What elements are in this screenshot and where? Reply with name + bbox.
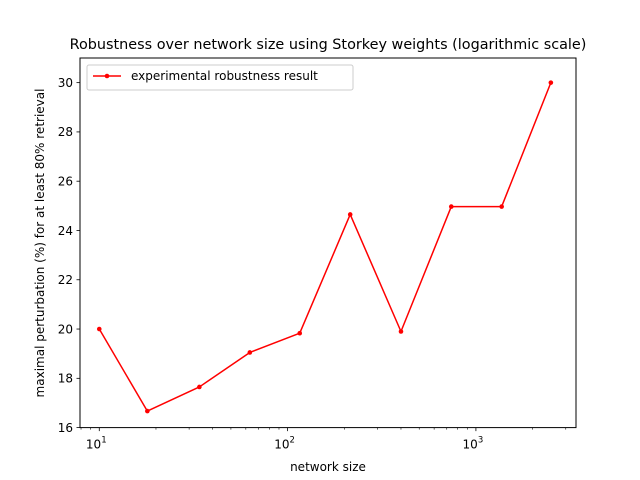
data-point xyxy=(448,204,454,209)
x-axis: 101 102 103 xyxy=(80,427,567,452)
y-tick-label: 16 xyxy=(58,421,73,435)
legend: experimental robustness result xyxy=(86,64,354,91)
data-point xyxy=(96,326,102,332)
y-tick-label: 28 xyxy=(58,125,73,139)
x-tick-label: 101 xyxy=(86,436,107,452)
chart-title: Robustness over network size using Stork… xyxy=(70,37,587,53)
data-point xyxy=(247,350,253,355)
x-axis-label: network size xyxy=(290,460,366,474)
data-point xyxy=(297,330,303,336)
y-tick-label: 18 xyxy=(58,372,73,386)
y-tick-label: 20 xyxy=(58,322,73,336)
series-layer xyxy=(96,80,554,414)
legend-box xyxy=(86,64,354,91)
series-line xyxy=(98,82,552,412)
data-point xyxy=(145,408,150,414)
data-point xyxy=(499,204,504,209)
x-tick-label: 103 xyxy=(463,436,484,452)
y-tick-label: 30 xyxy=(58,76,73,90)
x-tick-label: 102 xyxy=(274,436,295,452)
data-point xyxy=(347,212,353,217)
y-tick-label: 26 xyxy=(58,175,73,189)
y-axis-label: maximal perturbation (%) for at least 80… xyxy=(33,89,47,398)
plot-frame xyxy=(79,57,577,429)
legend-label: experimental robustness result xyxy=(131,69,318,83)
y-axis: 16 18 20 22 24 26 28 30 xyxy=(58,76,80,435)
legend-marker xyxy=(104,73,110,79)
y-tick-label: 24 xyxy=(58,224,73,238)
data-point xyxy=(548,80,554,85)
plot-area xyxy=(79,57,577,429)
data-point xyxy=(398,329,404,334)
y-tick-label: 22 xyxy=(58,273,73,287)
data-point xyxy=(197,384,202,390)
